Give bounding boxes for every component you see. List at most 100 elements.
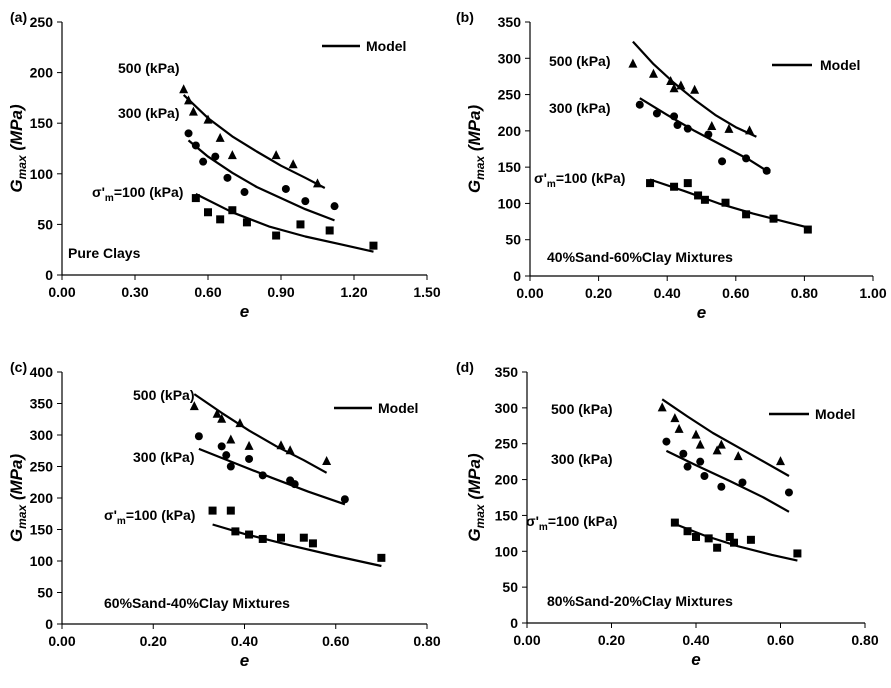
series-label: σ'm=100 (kPa) — [526, 513, 617, 533]
y-tick-label: 100 — [495, 543, 519, 559]
triangle-marker — [322, 455, 332, 465]
y-tick-label: 300 — [30, 427, 54, 443]
y-tick-label: 150 — [495, 507, 519, 523]
triangle-marker — [313, 178, 322, 188]
square-marker — [369, 241, 378, 250]
square-marker — [683, 179, 692, 188]
circle-marker — [635, 100, 644, 109]
circle-marker — [700, 471, 709, 480]
circle-marker — [223, 173, 232, 182]
triangle-marker — [276, 440, 286, 450]
series-label: 300 (kPa) — [549, 100, 610, 116]
triangle-marker — [628, 58, 638, 68]
y-tick-label: 0 — [45, 616, 53, 632]
circle-marker — [704, 130, 713, 139]
y-tick-label: 200 — [495, 472, 519, 488]
mixture-annotation: Pure Clays — [68, 245, 141, 261]
square-marker — [769, 214, 778, 223]
series-label: σ'm=100 (kPa) — [534, 170, 625, 190]
x-axis-label: e — [697, 303, 706, 322]
circle-marker — [742, 154, 751, 163]
square-marker — [713, 543, 722, 552]
circle-marker — [738, 478, 747, 487]
square-marker — [692, 532, 700, 541]
triangle-marker — [669, 83, 679, 93]
triangle-marker — [690, 84, 700, 94]
x-axis-label: e — [691, 650, 700, 669]
triangle-marker — [212, 408, 222, 418]
circle-marker — [330, 202, 339, 211]
mixture-annotation: 40%Sand-60%Clay Mixtures — [547, 249, 733, 265]
x-axis-label: e — [240, 651, 249, 670]
circle-marker — [194, 432, 203, 441]
circle-marker — [301, 197, 310, 206]
x-tick-label: 0.60 — [767, 632, 794, 648]
square-marker — [242, 218, 251, 227]
triangle-marker — [648, 68, 658, 78]
square-marker — [377, 553, 386, 562]
model-curve — [674, 522, 798, 562]
square-marker — [746, 535, 755, 544]
circle-marker — [240, 188, 249, 197]
circle-marker — [683, 462, 692, 471]
y-tick-label: 50 — [37, 585, 53, 601]
model-curve — [649, 178, 809, 229]
chart-panel-c: 0 50 100 150 200 250 300 350 400 0.00 0.20 0.40 0.60… — [7, 359, 441, 670]
y-tick-label: 350 — [498, 14, 522, 30]
triangle-marker — [203, 114, 213, 124]
square-marker — [277, 533, 285, 542]
x-tick-label: 1.00 — [859, 285, 886, 301]
square-marker — [683, 527, 692, 536]
circle-marker — [762, 166, 771, 175]
y-tick-label: 400 — [30, 364, 54, 380]
square-marker — [670, 518, 679, 527]
panel-label: (a) — [10, 9, 27, 25]
model-curve — [665, 449, 790, 513]
legend-label: Model — [820, 57, 860, 73]
square-marker — [742, 210, 751, 219]
y-tick-label: 0 — [513, 268, 521, 284]
square-marker — [730, 538, 739, 547]
triangle-marker — [776, 456, 785, 466]
legend-label: Model — [815, 406, 855, 422]
series-label: 300 (kPa) — [118, 105, 179, 121]
square-marker — [296, 220, 305, 229]
square-marker — [725, 532, 734, 541]
model-curve — [661, 398, 790, 477]
square-marker — [299, 533, 308, 542]
triangle-marker — [712, 445, 722, 455]
x-tick-label: 1.20 — [340, 284, 367, 300]
circle-marker — [683, 124, 692, 133]
square-marker — [793, 549, 802, 558]
x-tick-label: 0.60 — [194, 284, 221, 300]
square-marker — [308, 539, 317, 548]
y-tick-label: 200 — [30, 65, 54, 81]
triangle-marker — [184, 95, 194, 105]
circle-marker — [670, 112, 679, 121]
square-marker — [272, 231, 281, 240]
y-tick-label: 350 — [495, 364, 519, 380]
circle-marker — [679, 449, 688, 458]
series-label: 500 (kPa) — [133, 387, 194, 403]
x-tick-label: 0.60 — [322, 633, 349, 649]
square-marker — [670, 182, 679, 191]
triangle-marker — [271, 150, 281, 160]
x-tick-label: 0.00 — [516, 285, 543, 301]
series-label: 300 (kPa) — [133, 449, 194, 465]
square-marker — [325, 226, 334, 235]
triangle-marker — [227, 150, 237, 160]
x-tick-label: 0.00 — [48, 284, 75, 300]
y-tick-label: 300 — [495, 400, 519, 416]
model-curve — [187, 139, 335, 222]
y-tick-label: 200 — [498, 123, 522, 139]
triangle-marker — [716, 439, 726, 449]
model-curve — [198, 447, 346, 506]
chart-panel-d: 0 50 100 150 200 250 300 350 0.00 0.20 0.40 0.60 0.8… — [456, 359, 879, 669]
series-label: 500 (kPa) — [549, 53, 610, 69]
x-tick-label: 0.80 — [851, 632, 878, 648]
circle-marker — [199, 157, 208, 166]
circle-marker — [784, 488, 793, 497]
triangle-marker — [189, 401, 199, 411]
triangle-marker — [288, 159, 298, 169]
mixture-annotation: 80%Sand-20%Clay Mixtures — [547, 593, 733, 609]
